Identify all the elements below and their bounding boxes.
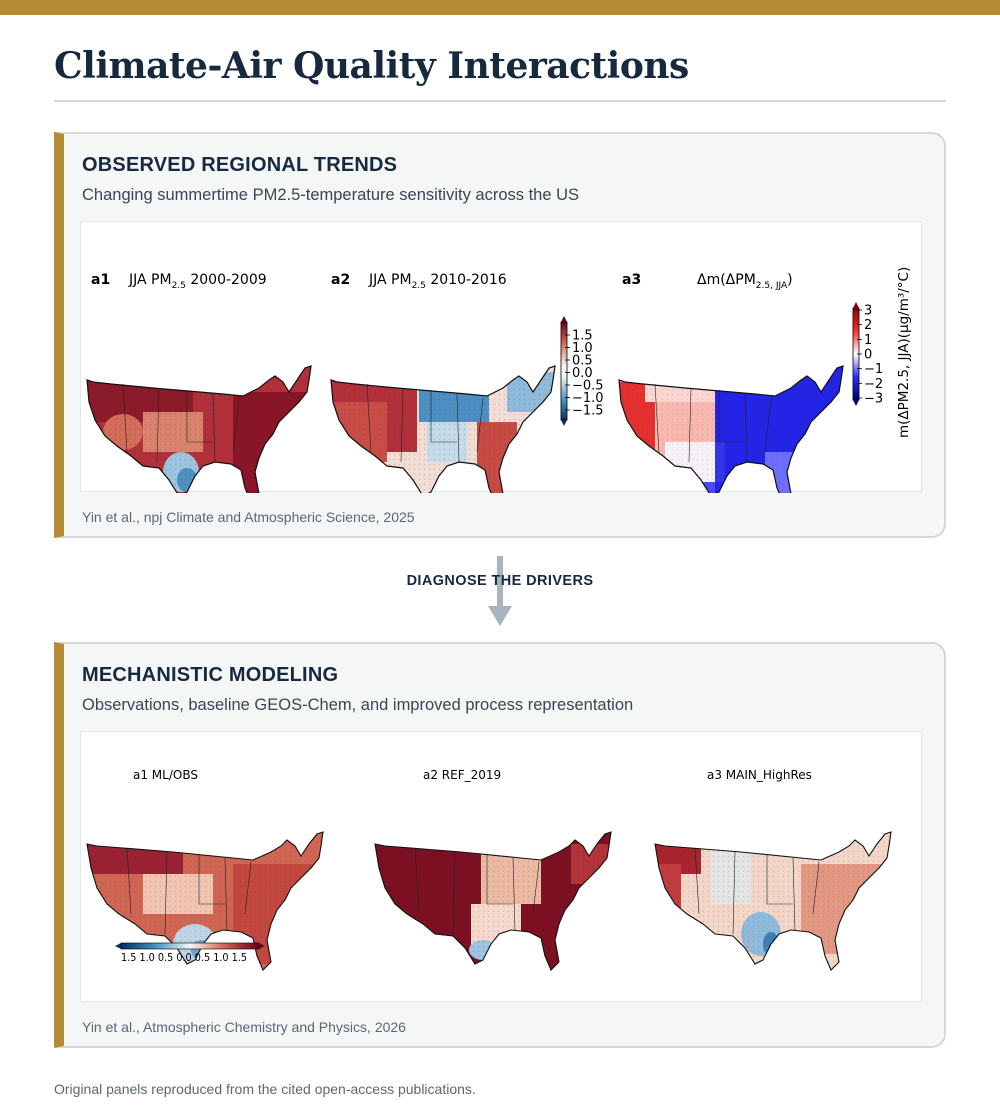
panel-b1-title: a1 ML/OBS — [133, 768, 198, 782]
panel-b2-title: a2 REF_2019 — [423, 768, 501, 782]
colorbar-left-tick-label: 1.0 — [572, 341, 593, 356]
flow-connector: DIAGNOSE THE DRIVERS — [0, 554, 1000, 628]
panel-a2-id: a2 — [331, 272, 350, 288]
colorbar-bottom: 1.5 1.0 0.5 0.0 0.5 1.0 1.5 — [115, 942, 265, 964]
colorbar-right-tick-label: −1 — [864, 362, 883, 377]
colorbar-left-tick-label: −0.5 — [572, 379, 604, 394]
observed-trends-source: Yin et al., npj Climate and Atmospheric … — [82, 509, 415, 525]
connector-line — [497, 556, 503, 608]
panel-a3-title: Δm(ΔPM2.5, JJA) — [697, 272, 793, 291]
top-accent-bar — [0, 0, 1000, 15]
colorbar-right-tick-label: −3 — [864, 392, 883, 407]
mechanistic-modeling-subtitle: Observations, baseline GEOS-Chem, and im… — [82, 696, 634, 714]
colorbar-right-tick-label: −2 — [864, 377, 883, 392]
colorbar-right-tick-label: 1 — [864, 333, 872, 348]
colorbar-left: 1.51.00.50.0−0.5−1.0−1.5 — [560, 316, 604, 426]
mechanistic-modeling-source: Yin et al., Atmospheric Chemistry and Ph… — [82, 1019, 406, 1035]
title-divider — [54, 100, 946, 102]
panel-a1-id: a1 — [91, 272, 110, 288]
panel-b3-title: a3 MAIN_HighRes — [707, 768, 812, 782]
mechanistic-modeling-maps: a1 ML/OBS a2 REF_2019 a3 MAIN_HighRes 1.… — [86, 768, 892, 971]
colorbar-right-label: m(ΔPM2.5, JJA)(µg/m³/°C) — [896, 267, 912, 438]
colorbar-left-tick-label: 0.0 — [572, 366, 593, 381]
map-a3 — [618, 365, 844, 493]
map-a1 — [86, 365, 312, 493]
mechanistic-modeling-card: MECHANISTIC MODELING Observations, basel… — [54, 642, 946, 1048]
observed-trends-maps: 1.51.00.50.0−0.5−1.0−1.5 — [86, 267, 912, 493]
map-b3 — [654, 831, 892, 971]
colorbar-bottom-ticks: 1.5 1.0 0.5 0.0 0.5 1.0 1.5 — [121, 951, 247, 964]
observed-trends-figure: 1.5 1.0 0.5 0.0 −0.5 −1.0 −1.5 — [80, 221, 922, 493]
colorbar-left-tick-label: −1.5 — [572, 404, 604, 419]
page-title: Climate-Air Quality Interactions — [54, 45, 689, 87]
panel-a3-id: a3 — [622, 272, 641, 288]
colorbar-right-tick-label: 2 — [864, 318, 872, 333]
observed-trends-heading: OBSERVED REGIONAL TRENDS — [82, 154, 398, 176]
observed-trends-subtitle: Changing summertime PM2.5-temperature se… — [82, 186, 580, 204]
mechanistic-modeling-figure: a1 ML/OBS a2 REF_2019 a3 MAIN_HighRes 1.… — [80, 731, 922, 1002]
mechanistic-modeling-heading: MECHANISTIC MODELING — [82, 664, 339, 686]
map-a2 — [330, 365, 556, 493]
panel-a2-title: JJA PM2.5 2010-2016 — [368, 272, 507, 291]
panel-a1-title: JJA PM2.5 2000-2009 — [128, 272, 267, 291]
colorbar-left-tick-label: −1.0 — [572, 391, 604, 406]
colorbar-left-tick-label: 0.5 — [572, 354, 593, 369]
colorbar-right-tick-label: 3 — [864, 304, 872, 319]
map-b2 — [374, 831, 612, 971]
observed-trends-card: OBSERVED REGIONAL TRENDS Changing summer… — [54, 132, 946, 538]
down-arrow-icon — [488, 606, 512, 626]
colorbar-right-tick-label: 0 — [864, 348, 872, 363]
colorbar-left-tick-label: 1.5 — [572, 329, 593, 344]
connector-label: DIAGNOSE THE DRIVERS — [406, 573, 594, 589]
footnote: Original panels reproduced from the cite… — [54, 1081, 476, 1097]
